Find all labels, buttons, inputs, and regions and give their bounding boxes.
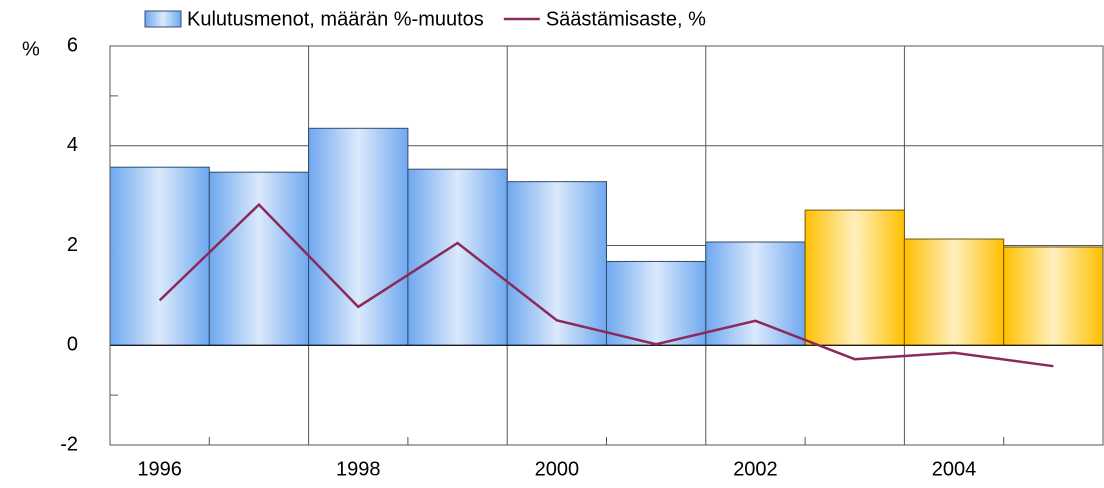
- bar: [506, 181, 608, 346]
- bar: [1003, 246, 1104, 346]
- plot-border: [109, 45, 1104, 446]
- legend-swatch: [144, 10, 182, 28]
- x-tick-label: 1998: [336, 458, 381, 480]
- y-tick-label: -2: [60, 433, 78, 455]
- legend-label: Säästämisaste, %: [546, 8, 706, 30]
- x-tick-label: 1996: [137, 458, 182, 480]
- legend-label: Kulutusmenot, määrän %-muutos: [187, 8, 484, 30]
- y-tick-label: 6: [67, 34, 78, 56]
- line: [158, 202, 1054, 368]
- y-tick-label: 2: [67, 234, 78, 256]
- bar: [804, 209, 905, 346]
- y-tick-label: 0: [67, 334, 78, 356]
- x-tick-label: 2000: [535, 458, 580, 480]
- x-tick-label: 2004: [932, 458, 977, 480]
- bar: [208, 171, 310, 346]
- x-tick-label: 2002: [733, 458, 778, 480]
- bar: [407, 168, 508, 346]
- bar: [606, 260, 707, 346]
- y-tick-label: 4: [67, 134, 78, 156]
- bar: [903, 238, 1005, 346]
- bar: [308, 127, 409, 346]
- bar: [109, 166, 210, 346]
- y-unit: %: [22, 38, 40, 60]
